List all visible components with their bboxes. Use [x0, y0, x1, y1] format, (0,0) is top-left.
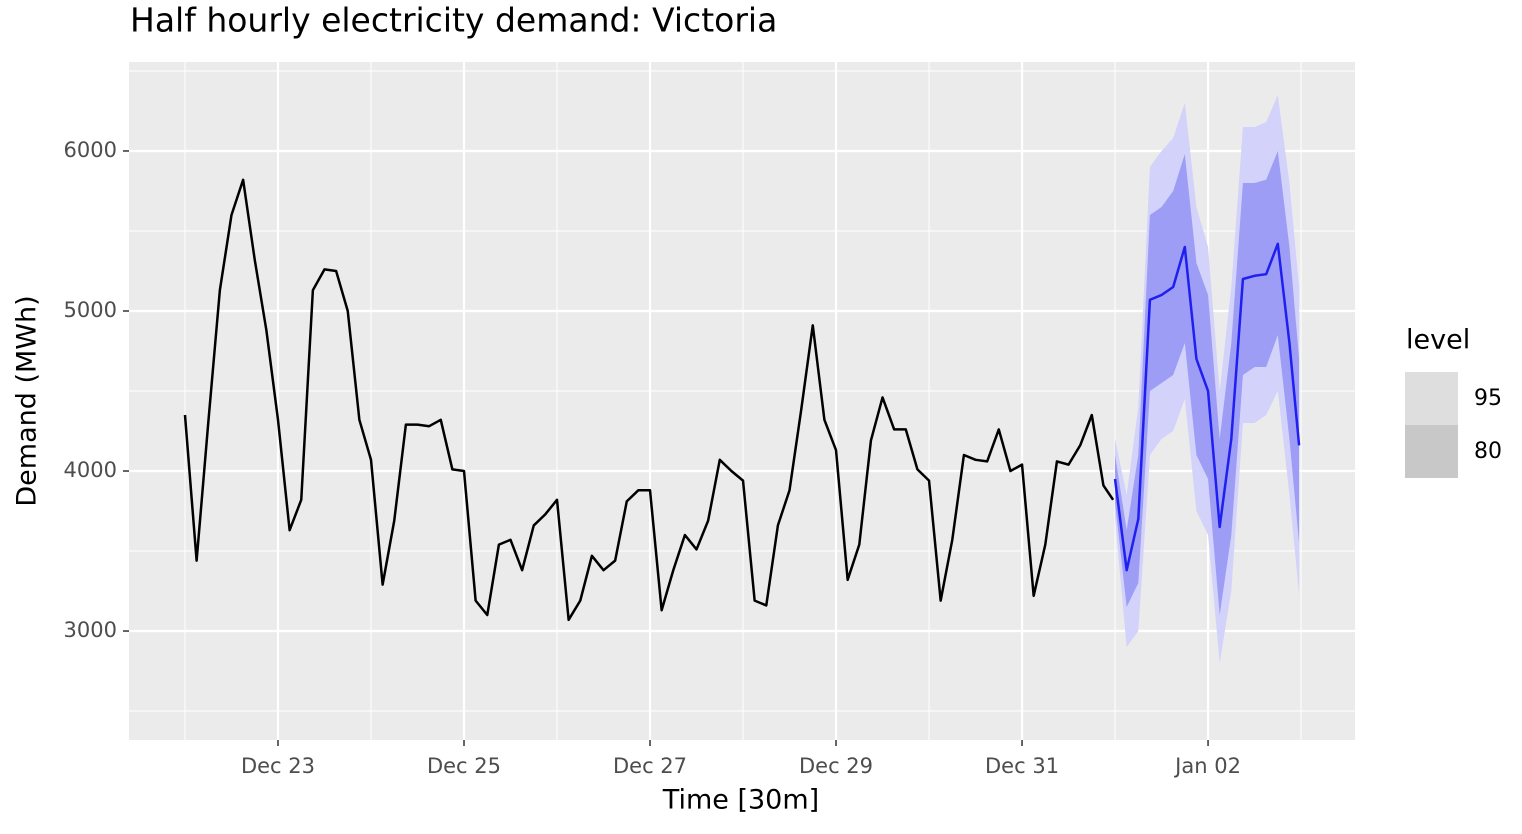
y-tick-label: 5000 [64, 298, 117, 322]
x-tick-label: Dec 27 [613, 754, 687, 778]
x-tick-label: Jan 02 [1173, 754, 1241, 778]
legend-label: 80 [1474, 439, 1502, 464]
chart-title: Half hourly electricity demand: Victoria [130, 1, 777, 40]
history-line [183, 178, 1115, 622]
legend-key [1405, 372, 1458, 425]
interval-band [1115, 150, 1300, 616]
x-tick-label: Dec 23 [241, 754, 315, 778]
x-axis-label: Time [30m] [662, 785, 819, 816]
legend-label: 95 [1474, 386, 1502, 411]
y-tick-label: 3000 [64, 618, 117, 642]
x-tick-label: Dec 29 [799, 754, 873, 778]
y-axis-label: Demand (MWh) [12, 295, 43, 506]
legend-title: level [1406, 325, 1470, 356]
legend-key [1405, 425, 1458, 478]
x-tick-label: Dec 31 [985, 754, 1059, 778]
y-tick-label: 6000 [64, 138, 117, 162]
forecast-line [1113, 242, 1301, 572]
x-tick-label: Dec 25 [427, 754, 501, 778]
y-tick-label: 4000 [64, 458, 117, 482]
